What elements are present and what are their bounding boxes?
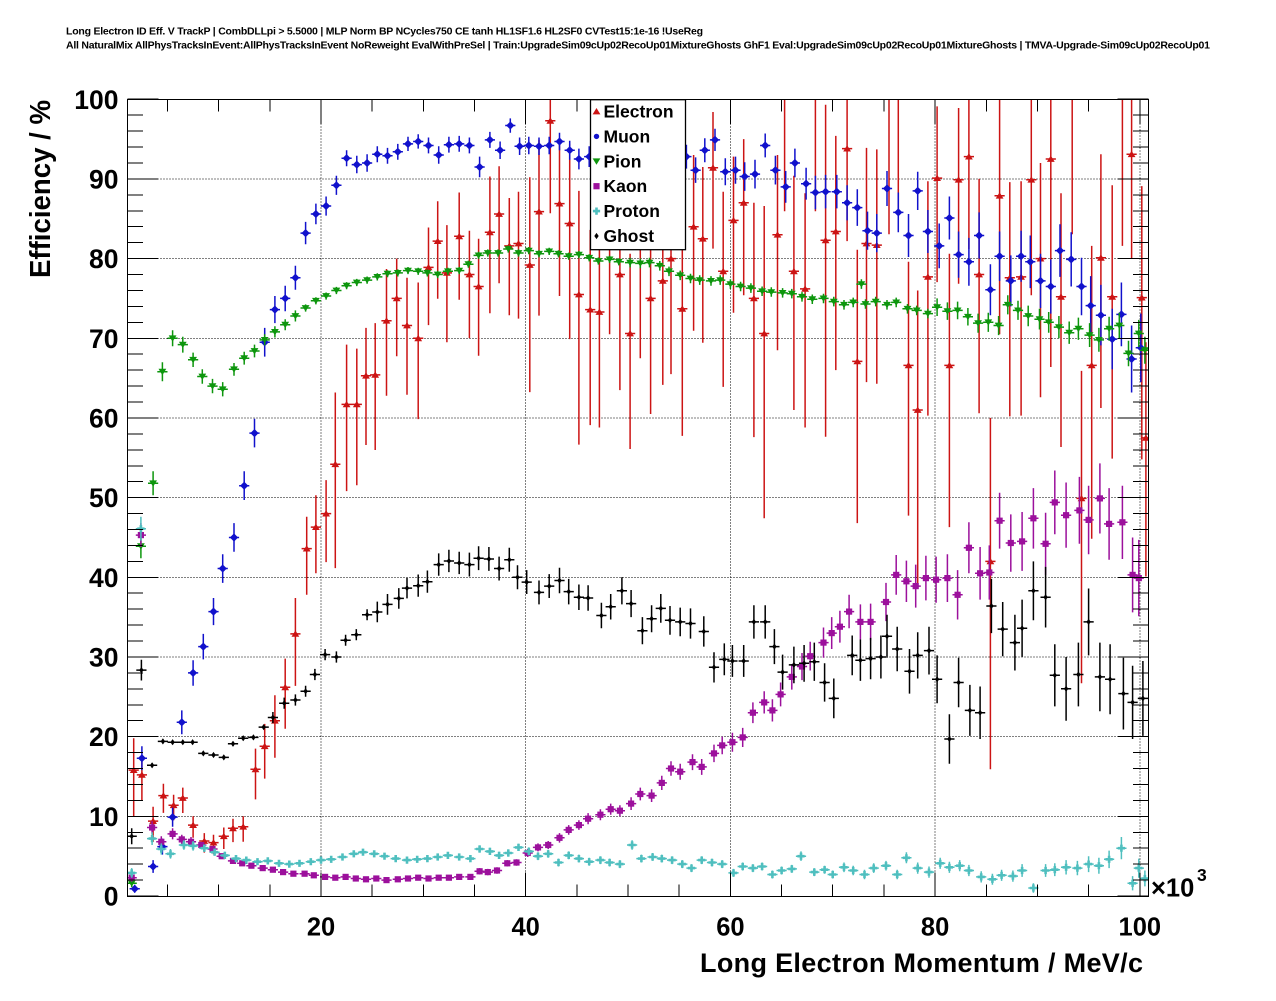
svg-text:20: 20 [307, 914, 335, 942]
svg-text:Efficiency / %: Efficiency / % [25, 100, 57, 278]
svg-text:50: 50 [89, 483, 118, 513]
svg-text:80: 80 [89, 244, 118, 274]
svg-text:60: 60 [89, 403, 118, 433]
svg-text:100: 100 [1119, 914, 1162, 942]
svg-text:40: 40 [89, 563, 118, 593]
svg-text:90: 90 [89, 164, 118, 194]
svg-text:10: 10 [89, 802, 118, 832]
svg-text:30: 30 [89, 643, 118, 673]
svg-text:70: 70 [89, 324, 118, 354]
svg-text:Pion: Pion [604, 151, 642, 171]
svg-text:Electron: Electron [604, 102, 674, 122]
svg-text:Long Electron ID Eff. V TrackP: Long Electron ID Eff. V TrackP | CombDLL… [66, 26, 703, 38]
svg-text:Proton: Proton [604, 201, 660, 221]
svg-text:100: 100 [74, 85, 118, 115]
svg-text:Long Electron Momentum / MeV/c: Long Electron Momentum / MeV/c [700, 948, 1143, 978]
svg-text:Kaon: Kaon [604, 176, 648, 196]
svg-text:40: 40 [512, 914, 540, 942]
svg-text:20: 20 [89, 722, 118, 752]
svg-text:0: 0 [104, 882, 119, 912]
svg-text:×10: ×10 [1151, 875, 1194, 903]
svg-text:60: 60 [716, 914, 744, 942]
svg-text:3: 3 [1197, 865, 1207, 885]
svg-text:Muon: Muon [604, 126, 651, 146]
svg-text:All NaturalMix AllPhysTracksIn: All NaturalMix AllPhysTracksInEvent:AllP… [66, 40, 1210, 52]
svg-text:80: 80 [921, 914, 949, 942]
svg-text:Ghost: Ghost [604, 226, 655, 246]
